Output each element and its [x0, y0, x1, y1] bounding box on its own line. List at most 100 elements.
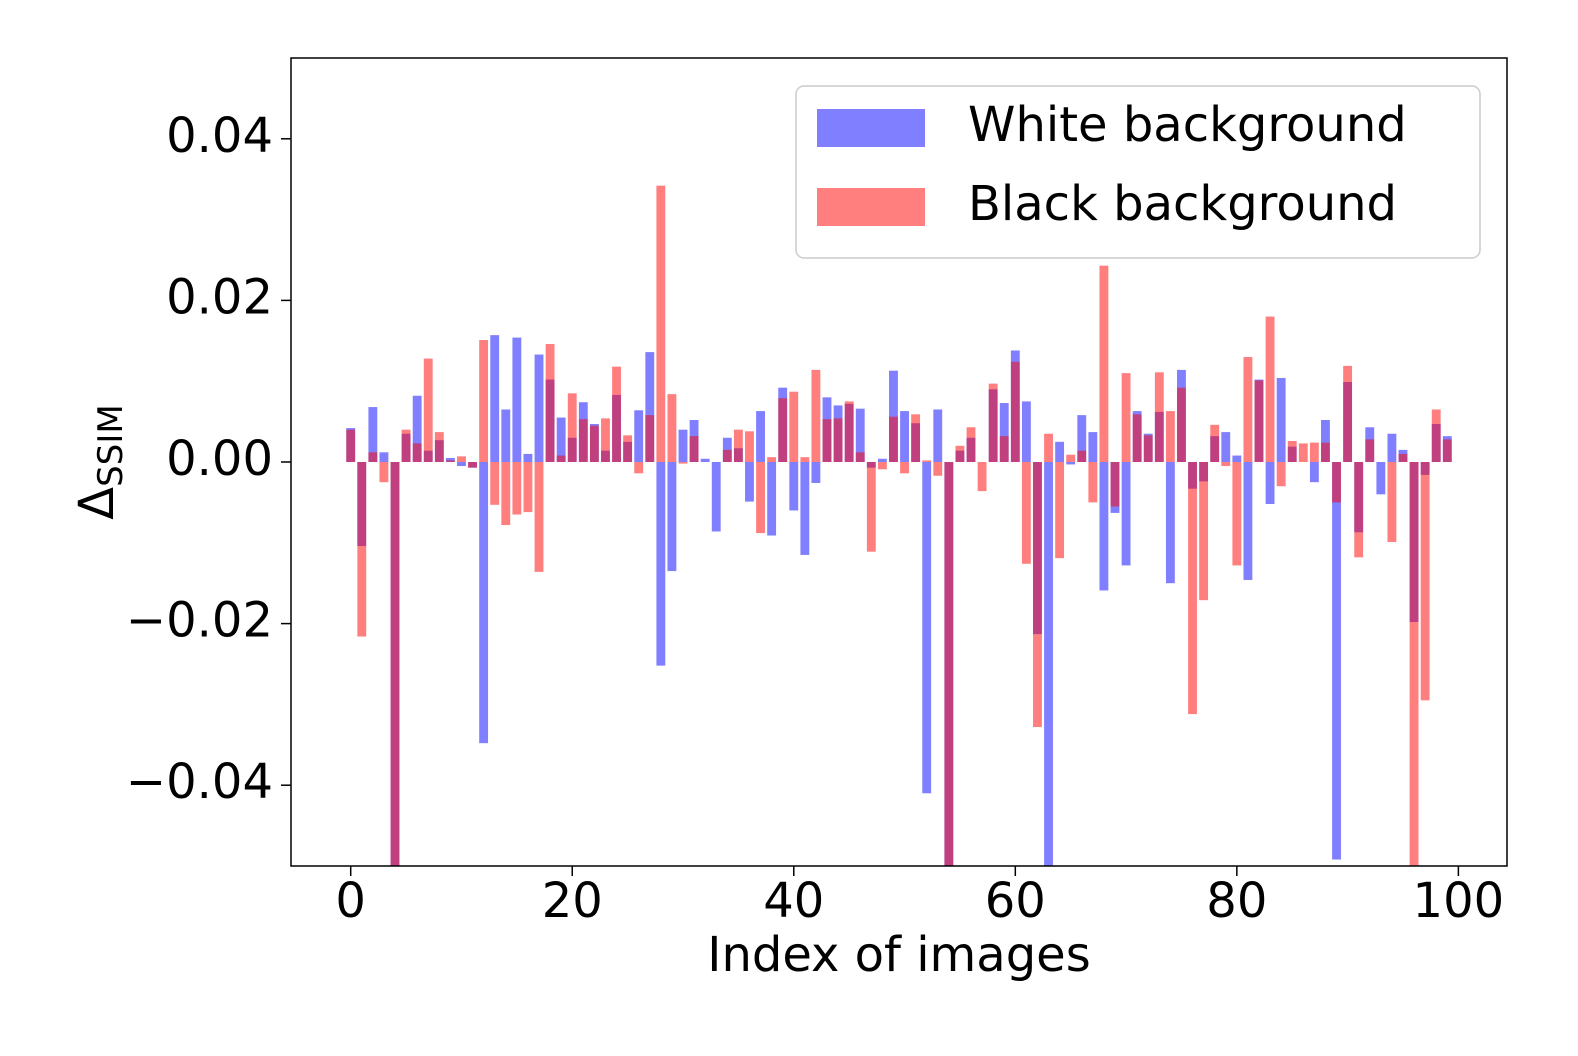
x-tick-label: 20 [542, 873, 603, 929]
bar [1088, 462, 1098, 503]
bar [379, 462, 389, 483]
bar [1210, 424, 1220, 462]
bar [966, 427, 976, 462]
bar [1143, 435, 1153, 462]
bar [1021, 401, 1031, 462]
bar [811, 462, 821, 484]
bar [1188, 462, 1197, 715]
bar [1221, 462, 1231, 467]
y-tick-label: 0.02 [166, 269, 273, 325]
bar [445, 460, 455, 462]
plot-area [346, 185, 1452, 866]
bar [922, 462, 932, 794]
bar [1309, 462, 1319, 483]
bar [468, 462, 477, 468]
legend-label: Black background [968, 176, 1397, 232]
bar [1099, 462, 1109, 591]
bar [955, 445, 965, 462]
bar [756, 411, 765, 462]
bar [412, 443, 422, 462]
bar [1199, 462, 1209, 601]
bar [556, 417, 566, 462]
y-tick-label: 0.00 [166, 431, 273, 487]
bar [1431, 409, 1441, 462]
bar [999, 436, 1009, 462]
legend-swatch [817, 188, 925, 226]
bar [1387, 462, 1397, 542]
bar [634, 462, 644, 474]
y-axis-label: ΔSSIM [69, 404, 131, 519]
y-tick-label: −0.04 [126, 754, 273, 810]
legend-frame [795, 85, 1481, 259]
bar [1365, 439, 1375, 462]
bar [900, 411, 909, 462]
x-tick-label: 80 [1206, 873, 1267, 929]
bar [1376, 462, 1386, 495]
bar [1332, 462, 1341, 503]
y-tick-label: −0.02 [126, 593, 273, 649]
bar [1044, 433, 1053, 462]
bar [623, 435, 633, 462]
bar [1332, 462, 1341, 860]
bar [1354, 462, 1364, 558]
bar [501, 462, 511, 526]
bar [844, 401, 854, 462]
bar [357, 462, 367, 637]
bar [1010, 361, 1020, 462]
x-tick-label: 40 [763, 873, 824, 929]
bar [922, 460, 932, 462]
bar [678, 462, 688, 464]
bar [645, 415, 655, 462]
bar [1232, 455, 1242, 462]
bar [423, 358, 433, 462]
bar [445, 457, 455, 462]
bar [567, 393, 577, 462]
bar [1398, 453, 1408, 462]
bar [778, 398, 788, 462]
bar [479, 339, 489, 462]
bar [523, 453, 533, 462]
bar [933, 462, 943, 476]
bar [368, 452, 378, 462]
bar [855, 452, 865, 462]
bar [379, 452, 389, 462]
bar [1409, 462, 1419, 866]
bar [1154, 372, 1164, 462]
bar [1121, 462, 1131, 566]
bar [822, 419, 832, 462]
bar [667, 462, 677, 572]
x-tick-label: 60 [985, 873, 1046, 929]
y-label-subscript: SSIM [91, 404, 131, 487]
bar [911, 414, 921, 462]
y-tick-label: 0.04 [166, 108, 273, 164]
bar [512, 337, 522, 462]
bar [1177, 387, 1186, 462]
bar [1033, 462, 1042, 728]
bar [1055, 462, 1065, 559]
bar [733, 429, 743, 462]
bar [1165, 462, 1175, 584]
bar [1055, 441, 1065, 462]
bar [678, 429, 688, 462]
bar [1077, 450, 1087, 462]
bar [999, 403, 1009, 462]
bar [711, 462, 721, 532]
bar [811, 369, 821, 462]
bar [1276, 462, 1286, 487]
bar [977, 462, 987, 492]
bar [1132, 414, 1142, 462]
bar [346, 429, 356, 462]
bar [1044, 462, 1053, 866]
bar [877, 458, 887, 462]
bar [490, 462, 500, 505]
legend: White background Black background [795, 85, 1481, 259]
bar [1021, 462, 1031, 564]
bar [589, 425, 599, 462]
bar [612, 366, 621, 462]
bar [1287, 440, 1297, 462]
bar [1121, 373, 1131, 462]
bar [800, 457, 810, 462]
bar [1088, 432, 1098, 462]
bar [855, 408, 865, 462]
bar [1442, 439, 1452, 462]
